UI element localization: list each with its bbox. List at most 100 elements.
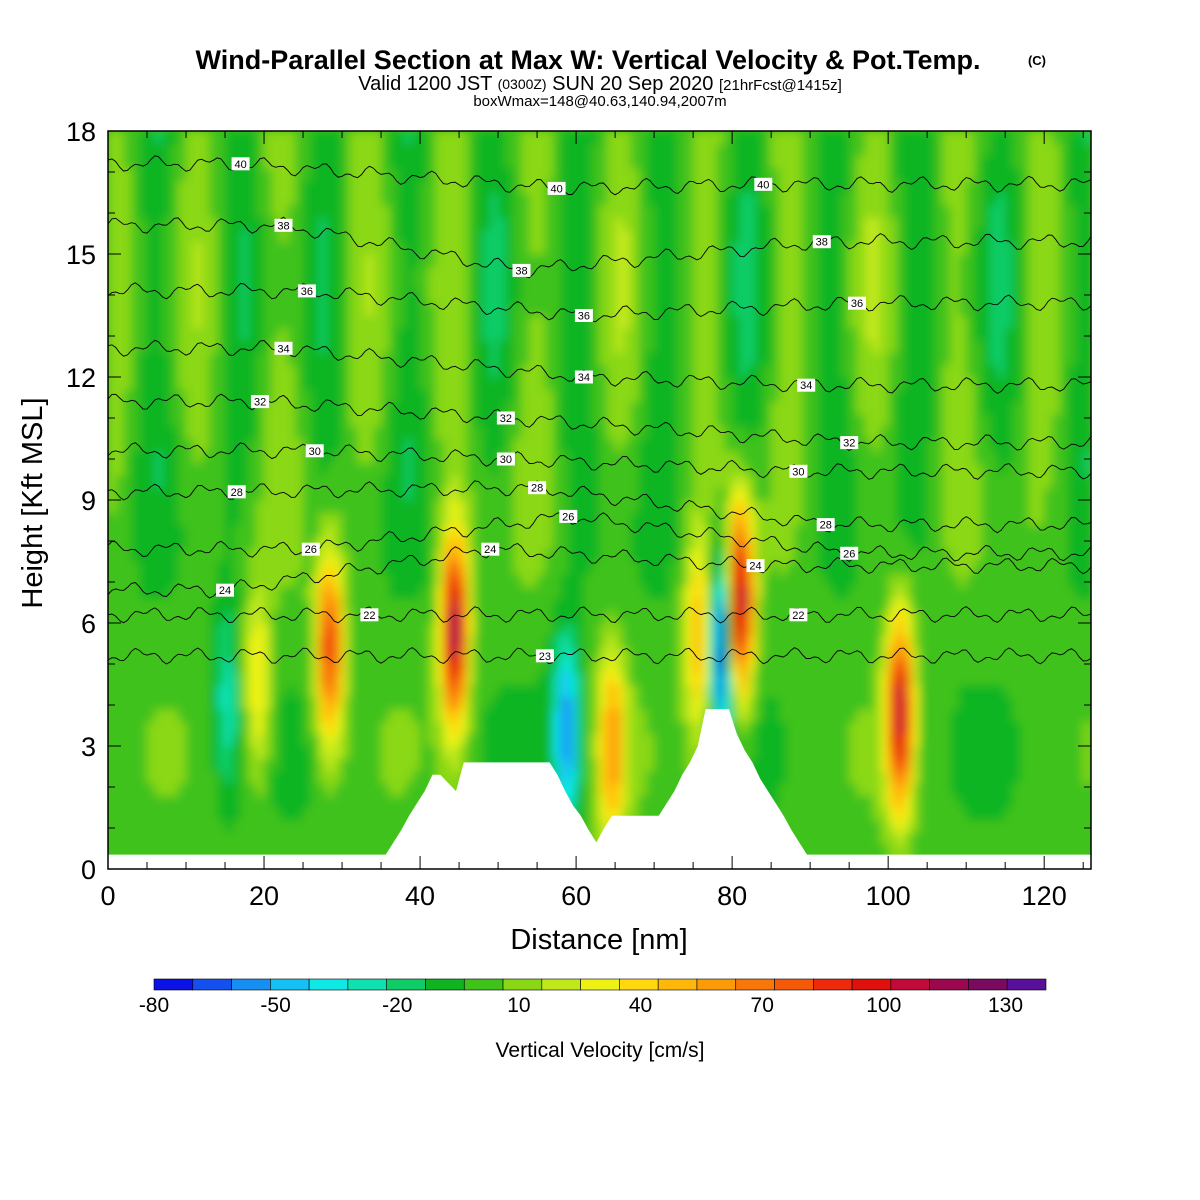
velocity-cell [232, 290, 242, 304]
velocity-cell [513, 549, 523, 563]
velocity-cell [576, 229, 585, 243]
velocity-cell [365, 573, 374, 587]
velocity-cell [170, 340, 179, 353]
velocity-cell [615, 204, 624, 218]
velocity-cell [108, 278, 117, 292]
velocity-cell [232, 586, 242, 599]
velocity-cell [271, 364, 281, 378]
velocity-cell [739, 463, 749, 476]
velocity-cell [700, 536, 710, 550]
velocity-cell [264, 684, 273, 698]
velocity-cell [607, 426, 616, 440]
velocity-cell [466, 573, 476, 587]
velocity-cell [162, 180, 171, 194]
velocity-cell [661, 635, 671, 649]
velocity-cell [186, 438, 195, 452]
velocity-cell [615, 364, 624, 378]
velocity-cell [404, 364, 413, 378]
velocity-cell [739, 659, 749, 673]
velocity-cell [739, 475, 749, 489]
velocity-cell [599, 819, 608, 833]
velocity-cell [373, 217, 382, 230]
velocity-cell [739, 303, 749, 317]
velocity-cell [186, 487, 195, 501]
velocity-cell [193, 807, 203, 821]
velocity-cell [498, 659, 507, 673]
velocity-cell [505, 377, 515, 390]
velocity-cell [115, 475, 125, 489]
velocity-cell [739, 352, 749, 366]
velocity-cell [217, 180, 226, 194]
velocity-cell [607, 278, 616, 292]
velocity-cell [607, 303, 616, 317]
velocity-cell [583, 131, 593, 144]
velocity-cell [646, 290, 655, 304]
velocity-cell [365, 364, 374, 378]
velocity-cell [638, 475, 647, 489]
velocity-cell [693, 733, 702, 747]
velocity-cell [435, 659, 445, 673]
velocity-cell [630, 340, 640, 353]
velocity-cell [498, 536, 507, 550]
velocity-cell [443, 512, 452, 526]
velocity-cell [381, 204, 390, 218]
velocity-cell [295, 536, 304, 550]
velocity-cell [131, 278, 140, 292]
velocity-cell [716, 389, 725, 403]
velocity-cell [248, 131, 257, 144]
velocity-cell [240, 377, 249, 390]
velocity-cell [661, 758, 671, 772]
velocity-cell [217, 364, 226, 378]
velocity-cell [295, 819, 304, 833]
velocity-cell [654, 586, 663, 599]
velocity-cell [669, 413, 679, 427]
velocity-cell [490, 217, 499, 230]
velocity-cell [622, 364, 632, 378]
velocity-cell [474, 586, 484, 599]
velocity-cell [342, 180, 351, 194]
velocity-cell [303, 770, 312, 784]
velocity-cell [552, 623, 562, 636]
velocity-cell [646, 623, 655, 636]
velocity-cell [537, 709, 546, 722]
velocity-cell [646, 733, 655, 747]
velocity-cell [513, 524, 523, 538]
velocity-cell [638, 758, 647, 772]
velocity-cell [162, 598, 171, 612]
velocity-cell [739, 155, 749, 169]
velocity-cell [256, 217, 265, 230]
velocity-cell [310, 192, 320, 206]
velocity-cell [232, 672, 242, 686]
velocity-cell [193, 524, 203, 538]
velocity-cell [178, 512, 187, 526]
velocity-cell [334, 303, 343, 317]
velocity-cell [154, 758, 164, 772]
velocity-cell [217, 254, 226, 267]
velocity-cell [217, 672, 226, 686]
velocity-cell [677, 586, 686, 599]
velocity-cell [661, 684, 671, 698]
velocity-cell [201, 758, 210, 772]
velocity-cell [225, 327, 234, 341]
velocity-cell [739, 500, 749, 513]
velocity-cell [279, 364, 288, 378]
velocity-cell [154, 438, 164, 452]
velocity-cell [264, 426, 273, 440]
velocity-cell [747, 167, 757, 181]
velocity-cell [451, 733, 460, 747]
velocity-cell [162, 217, 171, 230]
velocity-cell [186, 180, 195, 194]
velocity-cell [685, 586, 694, 599]
velocity-cell [209, 758, 218, 772]
velocity-cell [256, 549, 265, 563]
velocity-cell [357, 832, 367, 845]
velocity-cell [576, 795, 585, 809]
velocity-cell [342, 266, 351, 280]
velocity-cell [381, 696, 390, 710]
velocity-cell [568, 131, 577, 144]
velocity-cell [357, 377, 367, 390]
velocity-cell [349, 684, 359, 698]
velocity-cell [287, 709, 296, 722]
velocity-cell [373, 204, 382, 218]
velocity-cell [147, 438, 156, 452]
